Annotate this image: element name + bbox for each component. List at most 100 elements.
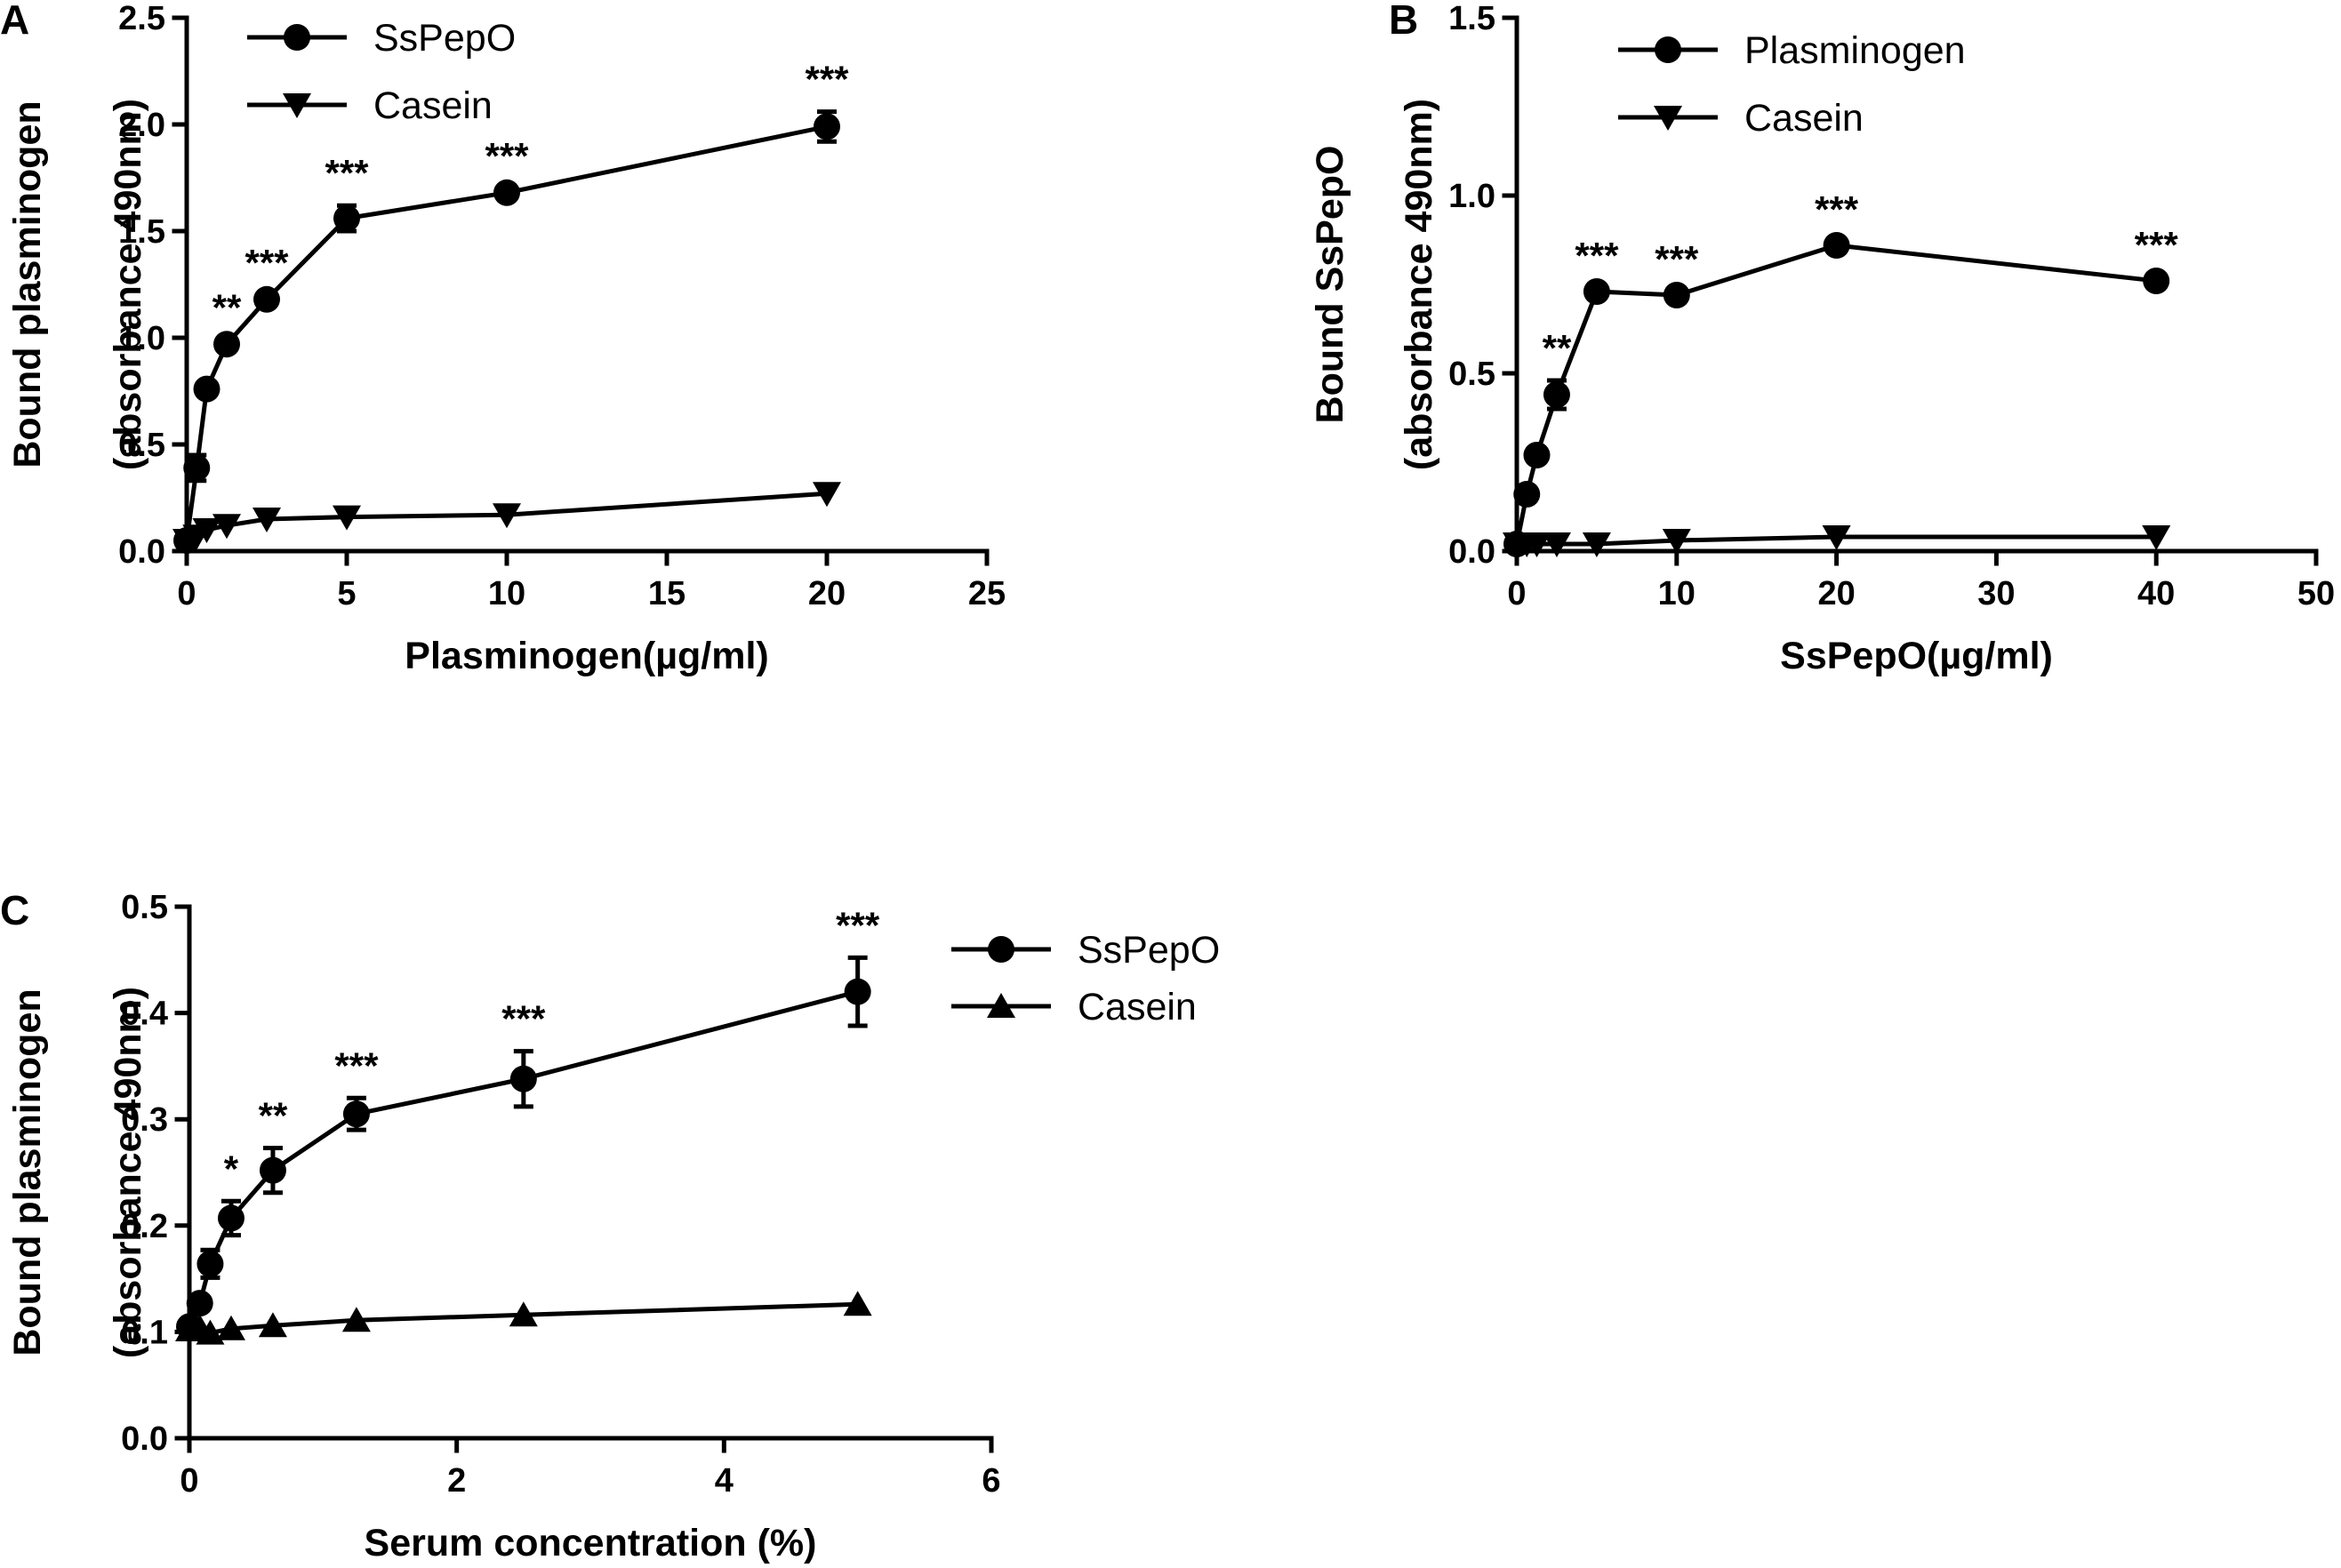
y-tick-label: 0.0 xyxy=(118,533,165,571)
significance-label: *** xyxy=(1575,235,1619,276)
significance-label: ** xyxy=(212,286,242,328)
x-tick-label: 10 xyxy=(488,575,525,612)
panel-label: C xyxy=(0,887,29,933)
legend-label: Plasminogen xyxy=(1744,29,1966,72)
significance-label: *** xyxy=(245,242,289,284)
data-point xyxy=(814,113,840,140)
panel-b: B 0.0 0.5 1.0 1.5 0 10 20 30 40 50 SsPepO(µg/ml) Bou… xyxy=(1309,0,2335,677)
data-point xyxy=(1522,532,1551,557)
y-tick-label: 2.0 xyxy=(118,107,165,144)
x-tick-label: 20 xyxy=(808,575,846,612)
significance-label: ** xyxy=(1543,327,1572,369)
significance-label: *** xyxy=(805,59,849,100)
data-point xyxy=(1542,532,1571,557)
panel-label: B xyxy=(1389,0,1418,43)
x-tick-label: 40 xyxy=(2137,575,2175,612)
data-point xyxy=(333,505,361,531)
y-axis-label-units: (absorbance 490nm) xyxy=(107,987,149,1358)
significance-label: *** xyxy=(836,904,880,946)
data-point xyxy=(1523,442,1551,468)
data-point xyxy=(2143,268,2170,294)
data-point xyxy=(342,1100,370,1128)
data-point xyxy=(183,454,211,482)
significance-label: *** xyxy=(485,135,529,177)
legend-item: Casein xyxy=(1618,97,1864,140)
y-tick-label: 2.5 xyxy=(118,0,165,37)
data-point xyxy=(196,1319,225,1345)
y-axis-label-units: (absorbance 490nm) xyxy=(107,99,149,470)
legend-marker xyxy=(1655,36,1681,63)
series-line xyxy=(187,989,859,1328)
data-point xyxy=(193,375,220,403)
y-tick-label: 0.3 xyxy=(121,1101,168,1139)
data-point xyxy=(493,503,521,529)
legend-marker xyxy=(1654,106,1682,131)
x-tick-label: 25 xyxy=(968,575,1006,612)
y-tick-label: 0.2 xyxy=(121,1208,168,1245)
y-tick-label: 0.5 xyxy=(1448,356,1495,393)
legend-label: Casein xyxy=(373,84,493,127)
data-point xyxy=(1823,232,1850,259)
series-casein xyxy=(175,1291,872,1345)
data-point xyxy=(509,1301,538,1327)
data-point xyxy=(509,1065,537,1092)
data-point xyxy=(1822,525,1851,550)
x-tick-label: 4 xyxy=(715,1462,734,1500)
legend-item: SsPepO xyxy=(951,929,1220,972)
data-point xyxy=(253,285,280,313)
x-tick-label: 20 xyxy=(1817,575,1855,612)
significance-label: *** xyxy=(2135,224,2179,266)
series-casein xyxy=(172,482,841,554)
panel-a: A 0.0 0.5 1.0 1.5 2.0 2.5 0 5 10 15 20 25 Plasminogen… xyxy=(0,0,1006,677)
y-tick-label: 1.5 xyxy=(1448,0,1495,37)
data-point xyxy=(259,1156,286,1184)
x-tick-label: 0 xyxy=(177,575,196,612)
series-plasminogen: ***** ********* xyxy=(1503,188,2178,557)
y-axis-label: Bound SsPepO xyxy=(1309,146,1351,424)
x-tick-label: 30 xyxy=(1977,575,2015,612)
data-point xyxy=(1513,481,1541,508)
y-tick-label: 0.4 xyxy=(121,996,168,1033)
legend-marker xyxy=(987,993,1015,1018)
legend-label: SsPepO xyxy=(1078,929,1220,972)
significance-label: *** xyxy=(325,152,369,194)
data-point xyxy=(217,1204,245,1232)
x-tick-label: 2 xyxy=(447,1462,466,1500)
x-axis-label: Serum concentration (%) xyxy=(365,1522,817,1564)
y-tick-label: 0.0 xyxy=(121,1420,168,1458)
data-point xyxy=(813,482,841,508)
x-tick-label: 50 xyxy=(2297,575,2335,612)
series-line xyxy=(1514,243,2157,545)
legend-item: Casein xyxy=(247,84,493,127)
significance-label: *** xyxy=(334,1044,379,1086)
data-point xyxy=(258,1312,287,1338)
y-tick-label: 0.5 xyxy=(121,889,168,926)
data-point xyxy=(493,179,520,206)
legend-item: Casein xyxy=(951,986,1197,1028)
x-tick-label: 6 xyxy=(982,1462,1000,1500)
legend-marker xyxy=(284,24,310,51)
y-tick-label: 1.0 xyxy=(1448,178,1495,215)
series-sspepo: ************ xyxy=(176,904,880,1340)
y-axis-label-units: (absorbance 490nm) xyxy=(1398,99,1440,470)
legend-item: SsPepO xyxy=(247,17,516,60)
x-tick-label: 0 xyxy=(1507,575,1526,612)
significance-label: * xyxy=(224,1148,239,1189)
y-tick-label: 0.0 xyxy=(1448,533,1495,571)
data-point xyxy=(1662,529,1691,554)
y-tick-label: 1.0 xyxy=(118,320,165,357)
y-axis-label: Bound plasminogen xyxy=(6,100,49,468)
data-point xyxy=(192,518,221,543)
significance-label: *** xyxy=(501,998,546,1040)
data-point xyxy=(844,978,871,1005)
data-point xyxy=(216,1315,245,1340)
data-point xyxy=(196,1250,224,1277)
legend-marker xyxy=(283,93,311,118)
y-tick-label: 0.5 xyxy=(118,427,165,464)
x-tick-label: 5 xyxy=(337,575,356,612)
data-point xyxy=(1583,278,1610,305)
x-tick-label: 15 xyxy=(648,575,685,612)
significance-label: *** xyxy=(1655,238,1699,280)
data-point xyxy=(843,1291,872,1316)
